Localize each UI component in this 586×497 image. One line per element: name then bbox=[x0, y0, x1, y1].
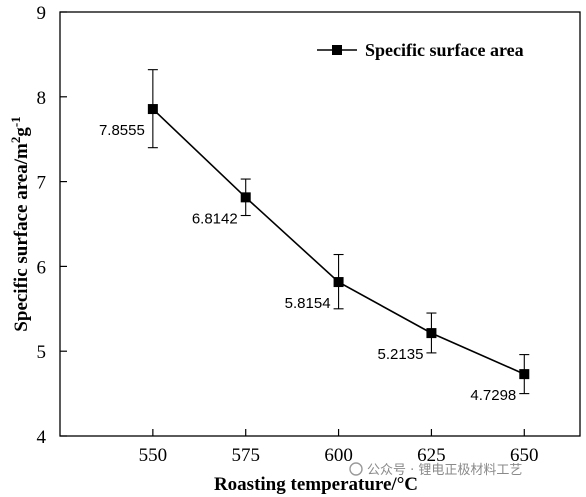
data-label-575: 6.8142 bbox=[192, 210, 238, 227]
y-axis-title-main: Specific surface area/m bbox=[11, 143, 32, 332]
data-label-550: 7.8555 bbox=[99, 122, 145, 139]
legend-marker bbox=[332, 45, 342, 55]
legend: Specific surface area bbox=[317, 40, 524, 60]
wechat-icon bbox=[349, 462, 363, 476]
series-line bbox=[152, 108, 525, 375]
y-tick-label-8: 8 bbox=[37, 88, 47, 109]
watermark: 公众号 · 锂电正极材料工艺 bbox=[349, 462, 522, 478]
y-tick-label-9: 9 bbox=[37, 3, 47, 24]
x-axis-title: Roasting temperature/°C bbox=[214, 474, 418, 495]
data-labels: 7.8555 6.8142 5.8154 5.2135 4.7298 bbox=[99, 122, 516, 404]
data-markers bbox=[147, 104, 530, 380]
watermark-text: 公众号 · 锂电正极材料工艺 bbox=[367, 463, 522, 478]
x-tick-label-550: 550 bbox=[139, 445, 168, 466]
legend-label: Specific surface area bbox=[365, 40, 524, 60]
x-tick-label-575: 575 bbox=[231, 445, 260, 466]
data-label-650: 4.7298 bbox=[470, 387, 516, 404]
y-tick-label-7: 7 bbox=[37, 173, 47, 194]
x-tick-label-650: 650 bbox=[510, 445, 539, 466]
data-label-625: 5.2135 bbox=[378, 346, 424, 363]
error-bars bbox=[147, 69, 530, 395]
y-axis-title-sup1: 2 bbox=[8, 137, 23, 144]
x-tick-label-625: 625 bbox=[417, 445, 446, 466]
y-tick-label-6: 6 bbox=[37, 257, 47, 278]
y-tick-label-4: 4 bbox=[37, 427, 47, 448]
plot-area-frame bbox=[59, 11, 581, 437]
data-point-600 bbox=[333, 277, 344, 288]
y-axis-title-sup2: -1 bbox=[8, 116, 23, 127]
y-axis-title-mid: g bbox=[11, 127, 32, 137]
data-point-575 bbox=[240, 192, 251, 203]
x-axis-ticks: 550 575 600 625 650 bbox=[139, 429, 539, 466]
y-axis-ticks: 4 5 6 7 8 9 bbox=[37, 3, 67, 448]
data-point-650 bbox=[519, 369, 530, 380]
y-axis-title: Specific surface area/m2g-1 bbox=[8, 116, 32, 331]
data-point-625 bbox=[426, 328, 437, 339]
y-tick-label-5: 5 bbox=[37, 342, 47, 363]
data-label-600: 5.8154 bbox=[285, 295, 331, 312]
x-tick-label-600: 600 bbox=[324, 445, 353, 466]
data-point-550 bbox=[147, 104, 158, 115]
